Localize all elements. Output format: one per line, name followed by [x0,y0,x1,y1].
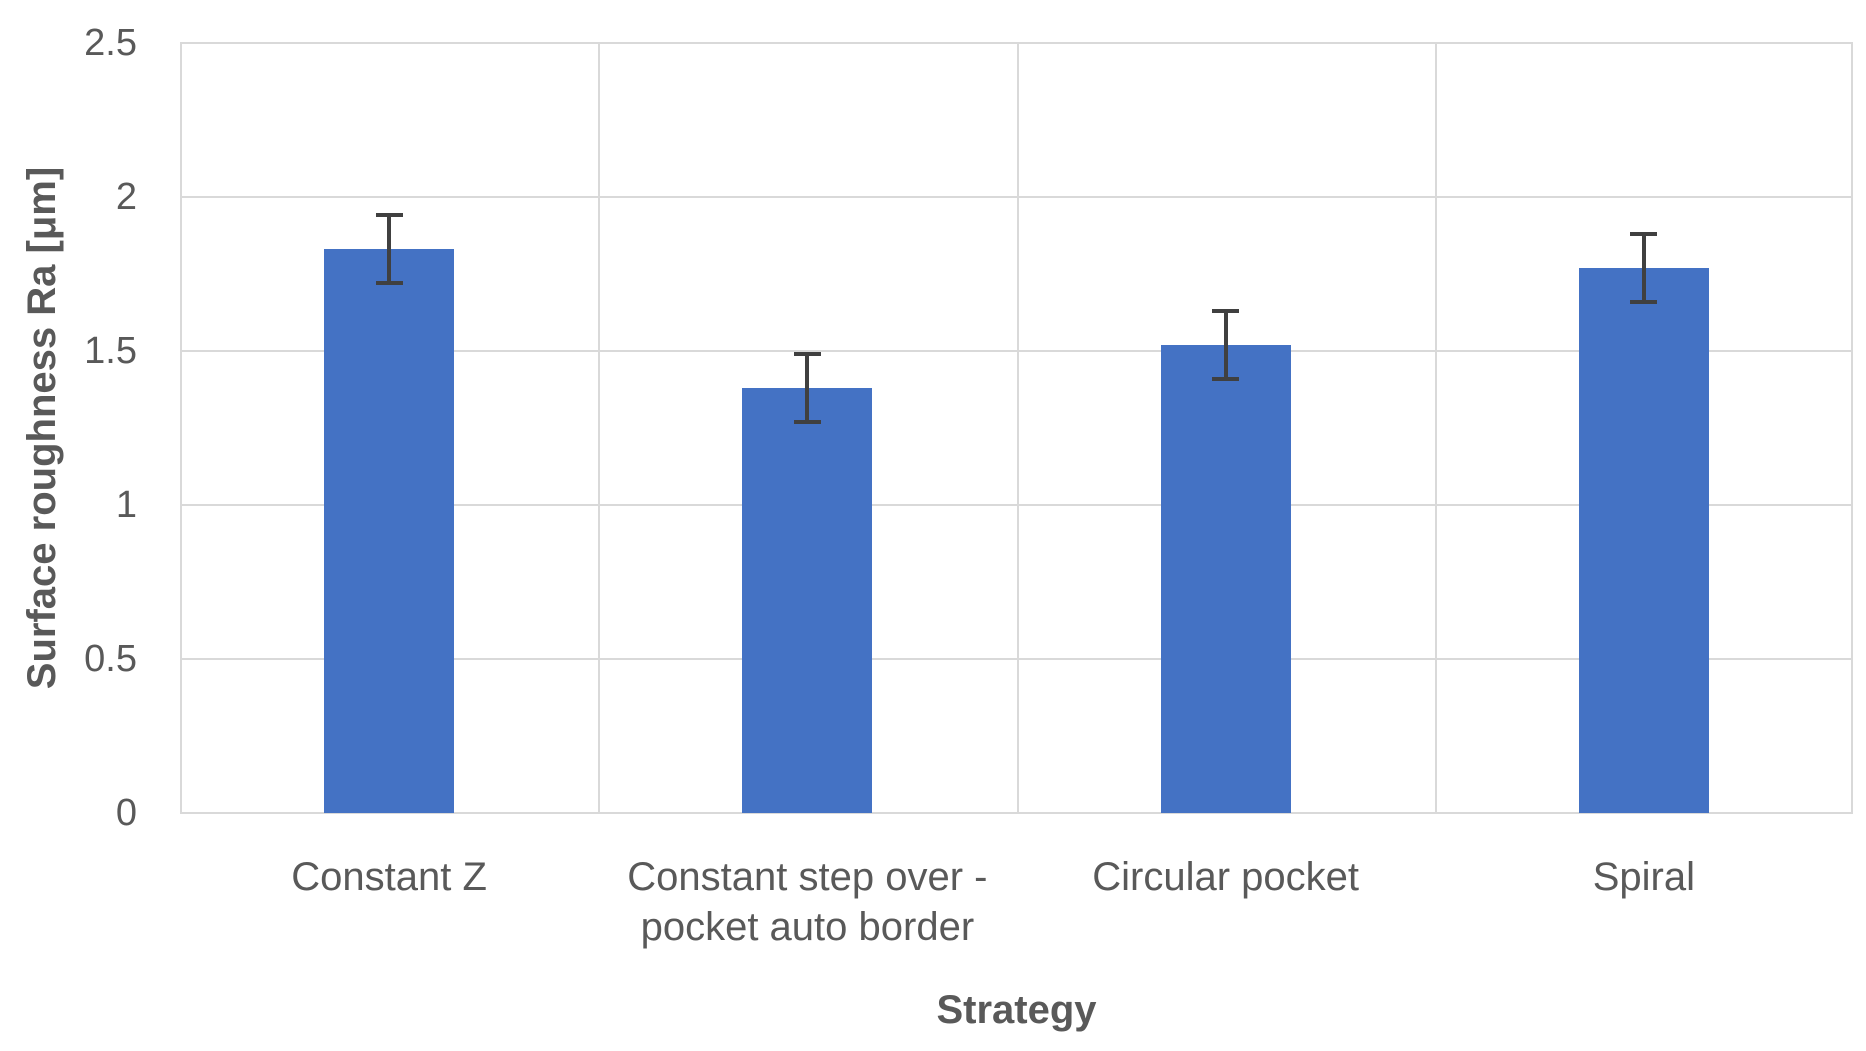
gridline-horizontal [180,504,1853,506]
error-bar-stem [805,354,810,422]
error-bar-stem [1223,310,1228,379]
gridline-vertical [598,43,600,813]
gridline-horizontal [180,812,1853,814]
bar-2 [742,387,873,813]
bar-1 [324,249,455,813]
error-bar-cap-bottom [1212,376,1240,381]
gridline-horizontal [180,658,1853,660]
gridline-vertical [1017,43,1019,813]
x-category-label: Constant Z [291,855,487,899]
gridline-vertical [1851,43,1853,813]
x-category-label: Circular pocket [1092,855,1359,899]
error-bar-cap-bottom [375,281,403,286]
error-bar-cap-top [375,213,403,218]
gridline-horizontal [180,350,1853,352]
error-bar-stem [1641,233,1646,302]
error-bar-cap-top [1212,308,1240,313]
gridline-horizontal [180,196,1853,198]
y-axis-tick-label: 1.5 [84,330,137,372]
bar-3 [1160,344,1291,813]
error-bar-cap-bottom [1630,299,1658,304]
x-axis-title: Strategy [936,988,1097,1032]
gridline-vertical [180,43,182,813]
gridline-horizontal [180,42,1853,44]
y-axis-tick-label: 1 [115,484,137,526]
y-axis-tick-label: 2.5 [84,22,137,64]
bar-4 [1578,267,1709,813]
error-bar-cap-top [793,352,821,357]
gridline-vertical [1435,43,1437,813]
x-category-label: Constant step over - pocket auto border [627,855,988,949]
x-category-label: Spiral [1592,855,1695,899]
y-axis-tick-label: 2 [115,176,137,218]
error-bar-stem [387,215,392,284]
plot-area [180,42,1853,814]
error-bar-cap-top [1630,231,1658,236]
error-bar-cap-bottom [793,419,821,424]
y-axis-tick-label: 0 [115,792,137,834]
y-axis-tick-label: 0.5 [84,638,137,680]
